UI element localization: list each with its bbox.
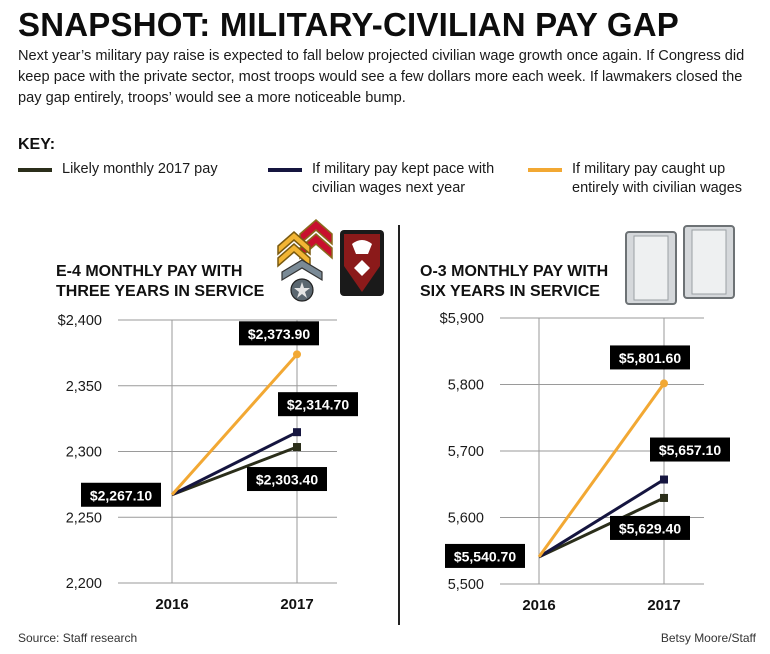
- legend-swatch-pace: [268, 168, 302, 172]
- legend-label-likely: Likely monthly 2017 pay: [62, 161, 218, 177]
- o3-start-label-text: $5,540.70: [454, 548, 516, 564]
- o3-y-tick-label: 5,600: [448, 511, 484, 527]
- e4-y-tick-label: 2,200: [66, 576, 102, 592]
- chart-e4-pay: $2,400 2,350 2,300 2,250 2,200 2016 2017 $2,267…: [58, 313, 358, 613]
- o3-y-tick-label: 5,700: [448, 444, 484, 460]
- e4-end-label-likely-text: $2,303.40: [256, 472, 318, 488]
- e4-end-label-caught_up-bg: [239, 321, 319, 346]
- enlisted-insignia-icon: [277, 219, 384, 302]
- e4-point-likely: [293, 443, 301, 452]
- o3-y-tick-label: 5,800: [448, 378, 484, 394]
- o3-point-likely: [660, 493, 668, 502]
- legend-label-caught-up: If military pay caught up entirely with …: [572, 161, 743, 196]
- e4-end-label-pace-text: $2,314.70: [287, 397, 349, 413]
- e4-end-label-likely-bg: [247, 467, 327, 492]
- e4-start-label-text: $2,267.10: [90, 487, 152, 503]
- o3-x-tick-label: 2016: [522, 597, 555, 614]
- e4-start-label: $2,267.10: [81, 482, 161, 507]
- e4-end-label-pace-bg: [278, 392, 358, 417]
- o3-end-label-pace: $5,657.10: [650, 437, 730, 462]
- o3-end-label-likely: $5,629.40: [610, 515, 690, 540]
- legend-item-caught-up: If military pay caught up entirely with …: [528, 160, 742, 198]
- o3-end-label-caught_up-bg: [610, 345, 690, 370]
- e4-x-tick-label: 2017: [280, 596, 313, 613]
- page-title: SNAPSHOT: MILITARY-CIVILIAN PAY GAP: [18, 6, 679, 43]
- o3-point-caught_up: [660, 379, 668, 388]
- o3-end-label-likely-bg: [610, 515, 690, 540]
- o3-end-label-pace-bg: [650, 437, 730, 462]
- o3-y-tick-label: $5,900: [440, 311, 484, 327]
- o3-end-label-caught_up-text: $5,801.60: [619, 350, 681, 366]
- e4-point-pace: [293, 428, 301, 437]
- e4-y-tick-label: 2,350: [66, 379, 102, 395]
- e4-end-label-likely: $2,303.40: [247, 467, 327, 492]
- chart-title-e4: E-4 MONTHLY PAY WITH THREE YEARS IN SERV…: [56, 263, 265, 300]
- o3-end-label-pace-text: $5,657.10: [659, 442, 721, 458]
- legend-label-pace: If military pay kept pace with civilian …: [312, 161, 495, 196]
- legend-item-pace: If military pay kept pace with civilian …: [268, 160, 494, 198]
- e4-end-label-caught_up: $2,373.90: [239, 321, 319, 346]
- e4-y-tick-label: $2,400: [58, 313, 102, 329]
- e4-start-label-bg: [81, 482, 161, 507]
- o3-point-pace: [660, 475, 668, 484]
- o3-start-label-bg: [445, 543, 525, 568]
- subtitle: Next year’s military pay raise is expect…: [18, 48, 745, 106]
- o3-x-tick-label: 2017: [647, 597, 680, 614]
- e4-end-label-caught_up-text: $2,373.90: [248, 326, 310, 342]
- chart-o3-pay: $5,900 5,800 5,700 5,600 5,500 2016 2017 $5,540…: [440, 311, 730, 614]
- e4-series-line-likely: [171, 445, 298, 497]
- panel-divider: [398, 225, 400, 625]
- e4-point-caught_up: [293, 350, 301, 359]
- e4-series-line-caught_up: [170, 353, 299, 496]
- credit-note: Betsy Moore/Staff: [660, 631, 756, 645]
- o3-y-tick-label: 5,500: [448, 577, 484, 593]
- e4-x-tick-label: 2016: [155, 596, 188, 613]
- source-note: Source: Staff research: [18, 631, 138, 645]
- legend-swatch-caught-up: [528, 168, 562, 172]
- o3-end-label-caught_up: $5,801.60: [610, 345, 690, 370]
- o3-series-line-likely: [538, 496, 665, 559]
- e4-end-label-pace: $2,314.70: [278, 392, 358, 417]
- o3-series-line-pace: [538, 478, 665, 559]
- e4-series-line-pace: [171, 430, 298, 497]
- o3-series-line-caught_up: [537, 382, 666, 558]
- o3-start-label: $5,540.70: [445, 543, 525, 568]
- chart-title-o3: O-3 MONTHLY PAY WITH SIX YEARS IN SERVIC…: [420, 263, 609, 300]
- legend-swatch-likely: [18, 168, 52, 172]
- legend-key-label: KEY:: [18, 136, 56, 153]
- e4-y-tick-label: 2,250: [66, 510, 102, 526]
- captain-bars-icon: [625, 225, 735, 305]
- o3-end-label-likely-text: $5,629.40: [619, 520, 681, 536]
- legend-item-likely: Likely monthly 2017 pay: [18, 160, 218, 179]
- e4-y-tick-label: 2,300: [66, 445, 102, 461]
